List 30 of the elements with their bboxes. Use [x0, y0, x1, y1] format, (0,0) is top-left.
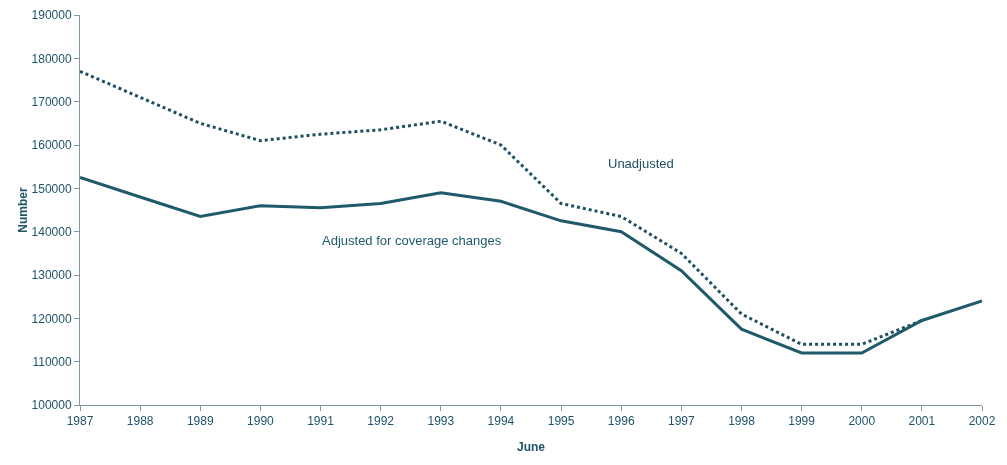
x-tick-label: 1994: [487, 414, 515, 429]
series-label: Adjusted for coverage changes: [322, 233, 502, 248]
text: Unadjusted: [608, 156, 674, 171]
x-tick-label: 2001: [908, 414, 936, 429]
x-axis-title: June: [516, 440, 546, 454]
x-tick-label: 1996: [607, 414, 635, 429]
x-tick-label: 1991: [307, 414, 335, 429]
x-tick-label: 1995: [547, 414, 575, 429]
y-tick-label: 140000: [31, 224, 72, 239]
x-tick-label: 1992: [367, 414, 395, 429]
x-tick-label: 1999: [788, 414, 816, 429]
y-tick-label: 180000: [31, 51, 72, 66]
y-tick-label: 160000: [31, 138, 72, 153]
x-tick-label: 1990: [247, 414, 275, 429]
y-tick-label: 190000: [31, 8, 72, 23]
x-tick-label: 1998: [728, 414, 756, 429]
x-tick-label: 1989: [186, 414, 214, 429]
x-tick-label: 1987: [66, 414, 94, 429]
x-tick-label: 2002: [968, 414, 996, 429]
y-tick-label: 170000: [31, 94, 72, 109]
x-tick-label: 2000: [848, 414, 876, 429]
x-tick-label: 1993: [427, 414, 455, 429]
y-tick-label: 110000: [32, 354, 72, 369]
x-tick-label: 1988: [126, 414, 154, 429]
y-tick-label: 150000: [31, 181, 72, 196]
y-tick-label: 120000: [31, 311, 72, 326]
y-tick-label: 130000: [31, 268, 72, 283]
y-tick-label: 100000: [31, 398, 72, 413]
x-tick-label: 1997: [667, 414, 695, 429]
y-axis-title: Number: [15, 187, 30, 233]
